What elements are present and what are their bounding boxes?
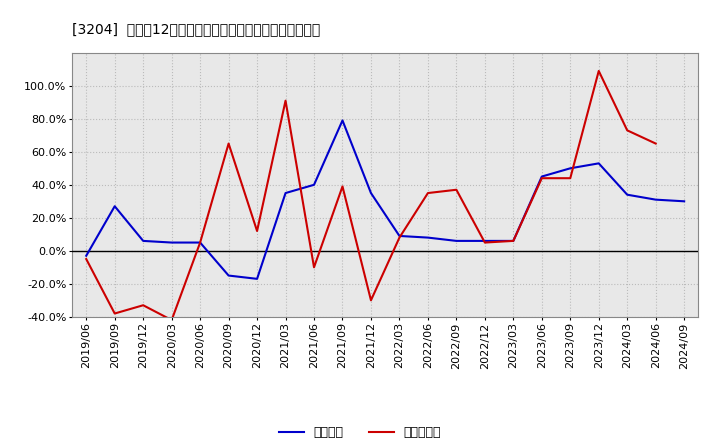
経常利益 [366,191,375,196]
経常利益 [537,174,546,179]
当期純利益 [196,240,204,245]
当期純利益 [509,238,518,243]
経常利益 [423,235,432,240]
当期純利益 [395,235,404,240]
当期純利益 [139,303,148,308]
経常利益 [480,238,489,243]
当期純利益 [652,141,660,146]
当期純利益 [282,98,290,103]
経常利益 [310,182,318,187]
当期純利益 [82,257,91,262]
経常利益 [253,276,261,282]
当期純利益 [566,176,575,181]
当期純利益 [310,264,318,270]
経常利益 [139,238,148,243]
経常利益 [395,233,404,238]
経常利益 [566,165,575,171]
経常利益 [595,161,603,166]
当期純利益 [537,176,546,181]
経常利益 [82,253,91,258]
Legend: 経常利益, 当期純利益: 経常利益, 当期純利益 [274,422,446,440]
当期純利益 [110,311,119,316]
当期純利益 [225,141,233,146]
経常利益 [338,118,347,123]
Text: [3204]  利益の12か月移動合計の対前年同期増減率の推移: [3204] 利益の12か月移動合計の対前年同期増減率の推移 [72,22,320,36]
経常利益 [110,204,119,209]
Line: 当期純利益: 当期純利益 [86,71,656,320]
当期純利益 [253,228,261,234]
当期純利益 [452,187,461,192]
経常利益 [680,198,688,204]
経常利益 [282,191,290,196]
Line: 経常利益: 経常利益 [86,121,684,279]
当期純利益 [595,68,603,73]
当期純利益 [423,191,432,196]
当期純利益 [167,317,176,323]
経常利益 [167,240,176,245]
当期純利益 [480,240,489,245]
当期純利益 [366,297,375,303]
経常利益 [225,273,233,278]
当期純利益 [623,128,631,133]
経常利益 [652,197,660,202]
経常利益 [509,238,518,243]
経常利益 [623,192,631,197]
経常利益 [196,240,204,245]
経常利益 [452,238,461,243]
当期純利益 [338,184,347,189]
